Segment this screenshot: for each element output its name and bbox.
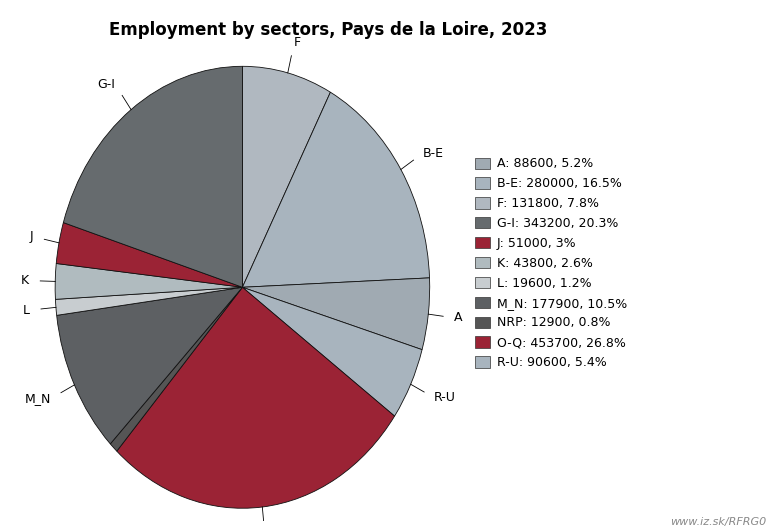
Wedge shape	[56, 222, 242, 287]
Legend: A: 88600, 5.2%, B-E: 280000, 16.5%, F: 131800, 7.8%, G-I: 343200, 20.3%, J: 5100: A: 88600, 5.2%, B-E: 280000, 16.5%, F: 1…	[475, 157, 627, 369]
Text: O-Q: O-Q	[253, 531, 278, 532]
Wedge shape	[242, 92, 429, 287]
Text: F: F	[294, 36, 301, 49]
Text: B-E: B-E	[423, 146, 444, 160]
Text: M_N: M_N	[24, 392, 51, 405]
Text: www.iz.sk/RFRG0: www.iz.sk/RFRG0	[670, 517, 766, 527]
Wedge shape	[56, 287, 242, 315]
Wedge shape	[242, 278, 429, 350]
Wedge shape	[63, 66, 242, 287]
Text: G-I: G-I	[98, 78, 116, 92]
Wedge shape	[242, 287, 422, 416]
Wedge shape	[56, 263, 242, 300]
Text: A: A	[454, 311, 463, 325]
Wedge shape	[110, 287, 242, 451]
Text: J: J	[30, 230, 34, 243]
Wedge shape	[117, 287, 395, 508]
Wedge shape	[56, 287, 242, 444]
Text: Employment by sectors, Pays de la Loire, 2023: Employment by sectors, Pays de la Loire,…	[109, 21, 547, 39]
Wedge shape	[242, 66, 331, 287]
Text: R-U: R-U	[434, 392, 456, 404]
Text: L: L	[23, 304, 30, 317]
Text: K: K	[21, 274, 29, 287]
